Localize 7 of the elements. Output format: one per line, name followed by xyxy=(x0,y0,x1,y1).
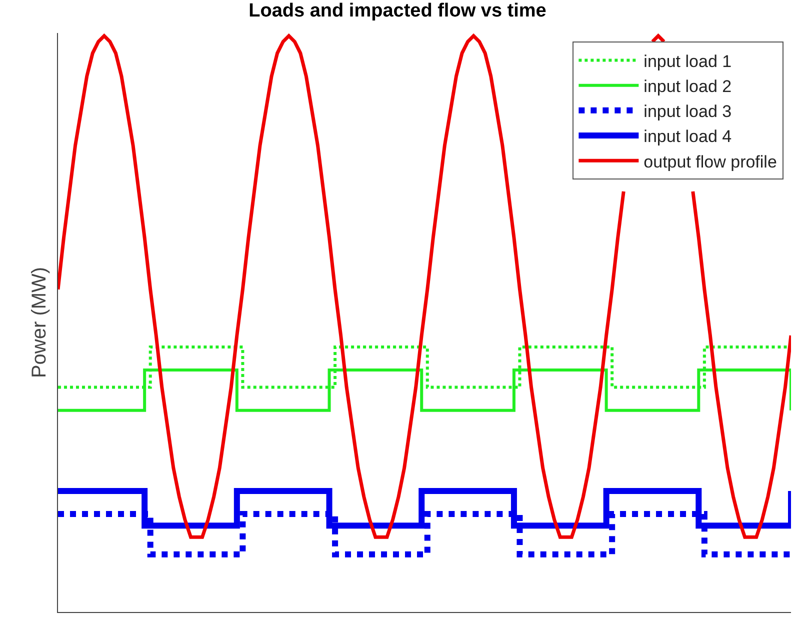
legend-label: input load 2 xyxy=(644,76,732,96)
y-axis-title: Power (MW) xyxy=(28,266,50,378)
legend-label: input load 1 xyxy=(644,52,732,71)
legend-label: input load 4 xyxy=(644,127,732,146)
legend-label: output flow profile xyxy=(644,152,777,172)
legend-label: input load 3 xyxy=(644,102,732,122)
chart-title: Loads and impacted flow vs time xyxy=(248,0,546,22)
